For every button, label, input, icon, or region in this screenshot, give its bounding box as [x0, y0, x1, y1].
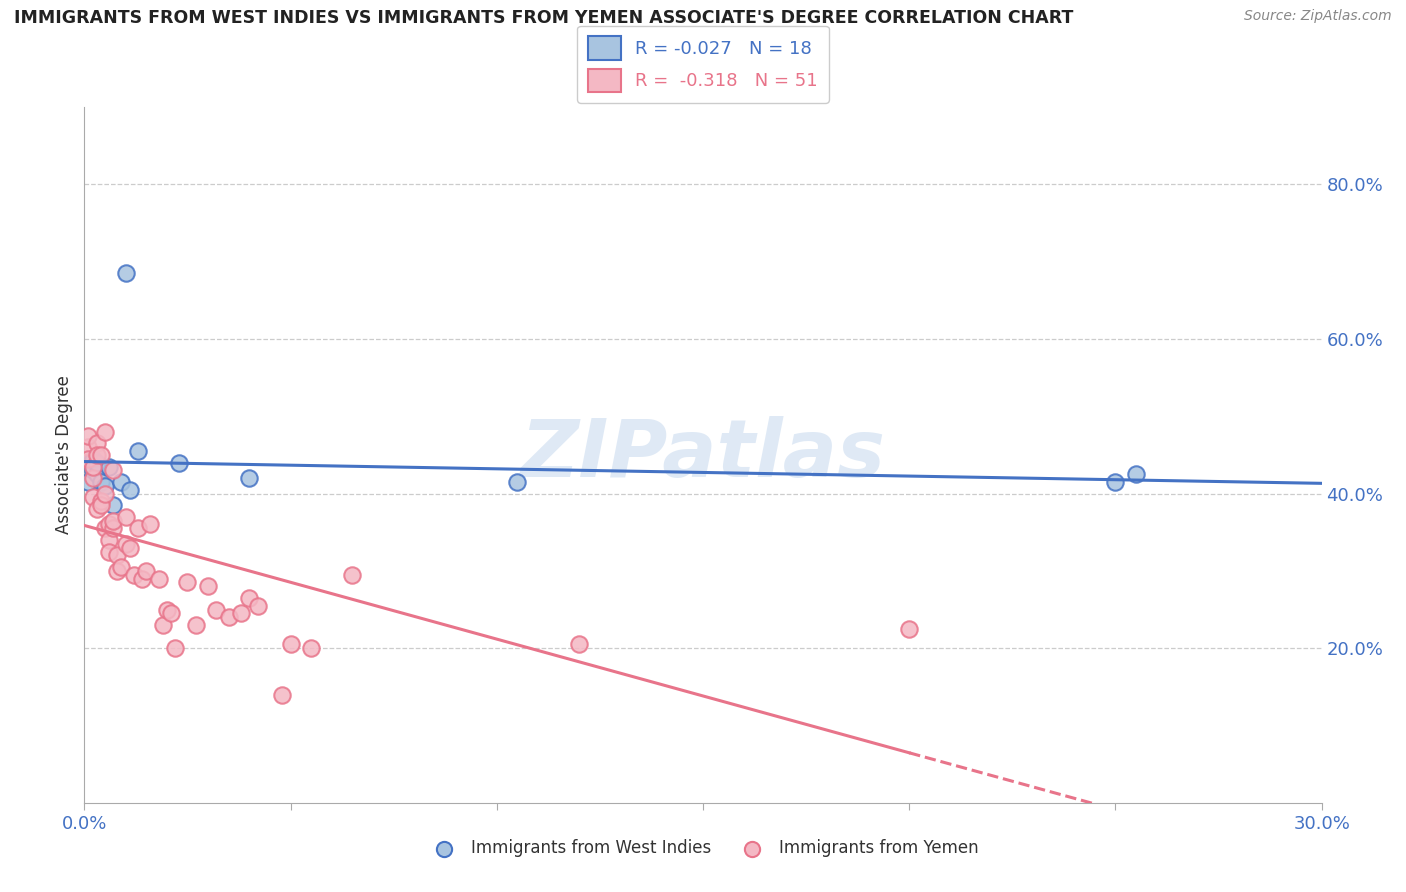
Point [103, 521, 125, 535]
Point [82, 459, 104, 474]
Point [118, 483, 141, 497]
Point [86, 456, 108, 470]
Legend: Immigrants from West Indies, Immigrants from Yemen: Immigrants from West Indies, Immigrants … [420, 833, 986, 864]
Point [131, 572, 153, 586]
Point [90, 475, 112, 489]
Point [167, 456, 190, 470]
Point [506, 475, 529, 489]
Point [94, 479, 117, 493]
Point [82, 491, 104, 505]
Point [898, 622, 921, 636]
Point [77, 428, 100, 442]
Point [218, 610, 240, 624]
Point [86, 448, 108, 462]
Point [568, 637, 591, 651]
Point [90, 494, 112, 508]
Point [238, 591, 260, 605]
Point [229, 607, 252, 621]
Point [114, 537, 136, 551]
Point [139, 517, 162, 532]
Point [299, 641, 322, 656]
Point [98, 517, 121, 532]
Point [103, 514, 125, 528]
Point [98, 533, 121, 547]
Point [82, 471, 104, 485]
Point [205, 602, 228, 616]
Text: ZIPatlas: ZIPatlas [520, 416, 886, 494]
Point [82, 463, 104, 477]
Point [90, 448, 112, 462]
Text: IMMIGRANTS FROM WEST INDIES VS IMMIGRANTS FROM YEMEN ASSOCIATE'S DEGREE CORRELAT: IMMIGRANTS FROM WEST INDIES VS IMMIGRANT… [14, 9, 1073, 27]
Point [135, 564, 157, 578]
Point [160, 607, 183, 621]
Point [127, 521, 149, 535]
Point [105, 549, 128, 563]
Point [98, 544, 121, 558]
Point [184, 618, 207, 632]
Point [165, 641, 187, 656]
Point [114, 509, 136, 524]
Point [86, 502, 108, 516]
Point [105, 564, 128, 578]
Point [342, 567, 364, 582]
Point [82, 451, 104, 466]
Point [94, 486, 117, 500]
Point [1125, 467, 1147, 482]
Point [110, 560, 132, 574]
Point [122, 567, 145, 582]
Point [197, 579, 219, 593]
Point [86, 467, 108, 482]
Point [94, 425, 117, 439]
Point [94, 521, 117, 535]
Point [77, 440, 100, 454]
Point [77, 475, 100, 489]
Point [110, 475, 132, 489]
Point [152, 618, 174, 632]
Point [114, 266, 136, 280]
Point [156, 602, 179, 616]
Point [118, 541, 141, 555]
Text: Source: ZipAtlas.com: Source: ZipAtlas.com [1244, 9, 1392, 23]
Point [86, 436, 108, 450]
Point [77, 451, 100, 466]
Y-axis label: Associate's Degree: Associate's Degree [55, 376, 73, 534]
Point [148, 572, 170, 586]
Point [280, 637, 302, 651]
Point [1104, 475, 1126, 489]
Point [90, 498, 112, 512]
Point [271, 688, 294, 702]
Point [103, 463, 125, 477]
Point [176, 575, 198, 590]
Point [98, 459, 121, 474]
Point [127, 444, 149, 458]
Point [238, 471, 260, 485]
Point [103, 498, 125, 512]
Point [246, 599, 269, 613]
